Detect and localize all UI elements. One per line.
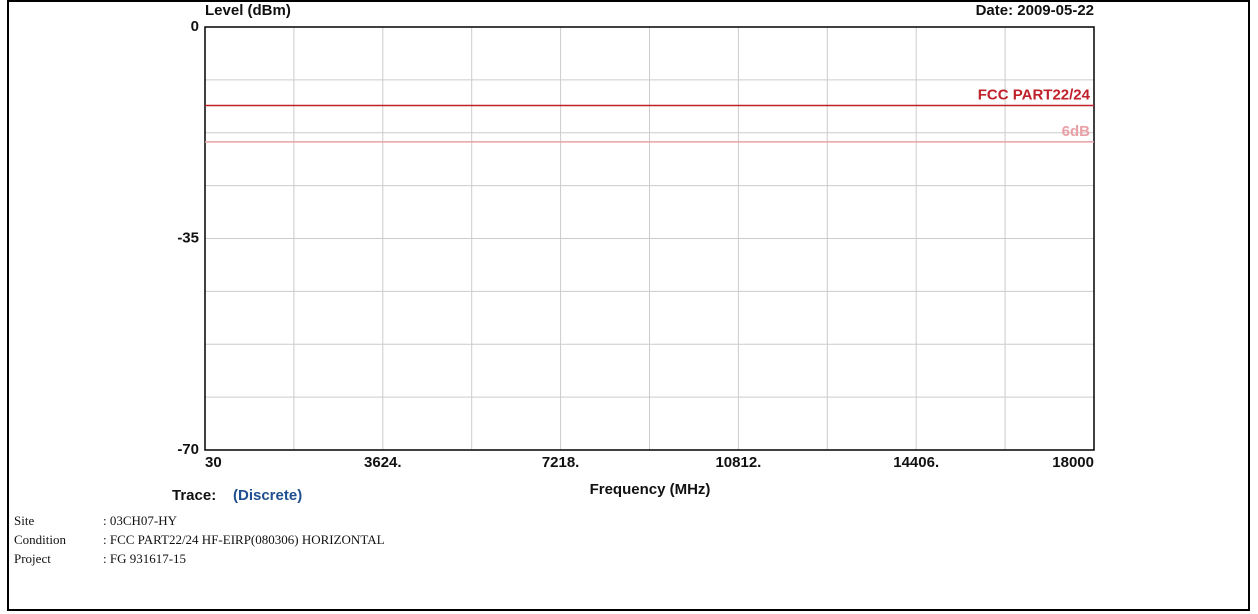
info-value: : FCC PART22/24 HF-EIRP(080306) HORIZONT…	[103, 532, 385, 547]
y-tick-label: -35	[177, 229, 199, 246]
y-tick-label: 0	[191, 18, 199, 35]
series-label: 6dB	[1062, 123, 1091, 140]
info-label: Condition	[14, 532, 67, 547]
series-label: FCC PART22/24	[978, 87, 1091, 104]
x-tick-label: 3624.	[364, 454, 402, 471]
x-tick-label: 18000	[1052, 454, 1094, 471]
info-label: Project	[14, 551, 51, 566]
x-tick-label: 30	[205, 454, 222, 471]
x-tick-label: 10812.	[715, 454, 761, 471]
trace-value: (Discrete)	[233, 487, 302, 504]
date: Date: 2009-05-22	[976, 2, 1094, 19]
info-value: : FG 931617-15	[103, 551, 186, 566]
x-tick-label: 14406.	[893, 454, 939, 471]
info-value: : 03CH07-HY	[103, 513, 178, 528]
frame	[7, 0, 1250, 611]
info-label: Site	[14, 513, 34, 528]
plot-border	[204, 26, 1095, 451]
y-axis-label: Level (dBm)	[205, 2, 291, 19]
trace-label: Trace:	[172, 487, 216, 504]
y-tick-label: -70	[177, 441, 199, 458]
x-tick-label: 7218.	[542, 454, 580, 471]
x-axis-label: Frequency (MHz)	[590, 481, 711, 498]
